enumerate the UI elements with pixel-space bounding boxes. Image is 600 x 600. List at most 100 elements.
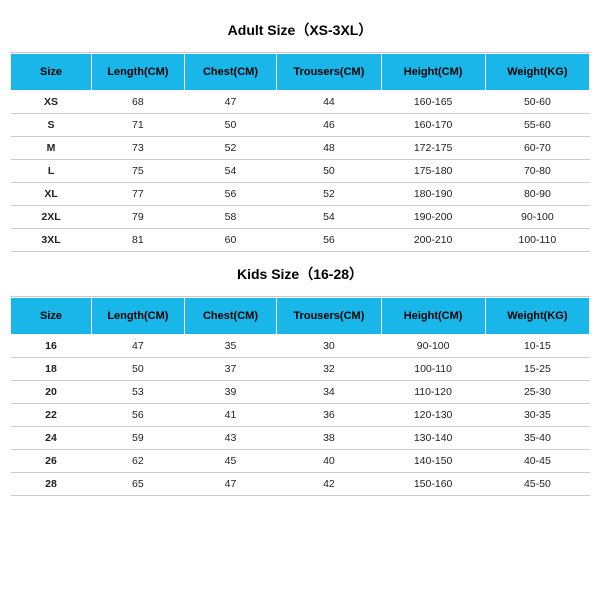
- column-header: Chest(CM): [184, 298, 277, 335]
- value-cell: 52: [184, 137, 277, 160]
- value-cell: 81: [92, 229, 185, 252]
- value-cell: 160-170: [381, 114, 485, 137]
- size-cell: 22: [11, 404, 92, 427]
- value-cell: 150-160: [381, 473, 485, 496]
- value-cell: 38: [277, 427, 381, 450]
- value-cell: 180-190: [381, 183, 485, 206]
- column-header: Length(CM): [92, 54, 185, 91]
- value-cell: 100-110: [485, 229, 589, 252]
- value-cell: 54: [184, 160, 277, 183]
- table-row: 20533934110-12025-30: [11, 381, 590, 404]
- value-cell: 34: [277, 381, 381, 404]
- size-cell: 20: [11, 381, 92, 404]
- table-row: 18503732100-11015-25: [11, 358, 590, 381]
- table-row: 3XL816056200-210100-110: [11, 229, 590, 252]
- column-header: Trousers(CM): [277, 298, 381, 335]
- value-cell: 77: [92, 183, 185, 206]
- value-cell: 71: [92, 114, 185, 137]
- kids-body: 1647353090-10010-1518503732100-11015-252…: [11, 335, 590, 496]
- value-cell: 73: [92, 137, 185, 160]
- adult-header-row: SizeLength(CM)Chest(CM)Trousers(CM)Heigh…: [11, 54, 590, 91]
- column-header: Height(CM): [381, 298, 485, 335]
- value-cell: 50: [277, 160, 381, 183]
- value-cell: 40: [277, 450, 381, 473]
- value-cell: 70-80: [485, 160, 589, 183]
- value-cell: 45-50: [485, 473, 589, 496]
- value-cell: 120-130: [381, 404, 485, 427]
- value-cell: 160-165: [381, 91, 485, 114]
- size-cell: S: [11, 114, 92, 137]
- column-header: Trousers(CM): [277, 54, 381, 91]
- value-cell: 50: [92, 358, 185, 381]
- value-cell: 53: [92, 381, 185, 404]
- value-cell: 47: [184, 91, 277, 114]
- value-cell: 35: [184, 335, 277, 358]
- value-cell: 50-60: [485, 91, 589, 114]
- value-cell: 44: [277, 91, 381, 114]
- size-cell: L: [11, 160, 92, 183]
- table-row: 26624540140-15040-45: [11, 450, 590, 473]
- column-header: Size: [11, 298, 92, 335]
- value-cell: 172-175: [381, 137, 485, 160]
- value-cell: 140-150: [381, 450, 485, 473]
- column-header: Height(CM): [381, 54, 485, 91]
- table-row: L755450175-18070-80: [11, 160, 590, 183]
- column-header: Size: [11, 54, 92, 91]
- value-cell: 45: [184, 450, 277, 473]
- size-cell: 3XL: [11, 229, 92, 252]
- size-cell: 26: [11, 450, 92, 473]
- value-cell: 35-40: [485, 427, 589, 450]
- value-cell: 58: [184, 206, 277, 229]
- column-header: Chest(CM): [184, 54, 277, 91]
- value-cell: 80-90: [485, 183, 589, 206]
- adult-size-table: SizeLength(CM)Chest(CM)Trousers(CM)Heigh…: [10, 53, 590, 252]
- value-cell: 55-60: [485, 114, 589, 137]
- value-cell: 39: [184, 381, 277, 404]
- size-cell: 2XL: [11, 206, 92, 229]
- column-header: Weight(KG): [485, 54, 589, 91]
- value-cell: 30-35: [485, 404, 589, 427]
- size-chart-container: Adult Size（XS-3XL） SizeLength(CM)Chest(C…: [0, 0, 600, 504]
- value-cell: 56: [184, 183, 277, 206]
- value-cell: 175-180: [381, 160, 485, 183]
- value-cell: 200-210: [381, 229, 485, 252]
- value-cell: 79: [92, 206, 185, 229]
- value-cell: 59: [92, 427, 185, 450]
- value-cell: 15-25: [485, 358, 589, 381]
- size-cell: M: [11, 137, 92, 160]
- adult-section-title: Adult Size（XS-3XL）: [10, 8, 590, 53]
- value-cell: 37: [184, 358, 277, 381]
- value-cell: 60-70: [485, 137, 589, 160]
- value-cell: 90-100: [485, 206, 589, 229]
- value-cell: 46: [277, 114, 381, 137]
- value-cell: 32: [277, 358, 381, 381]
- value-cell: 54: [277, 206, 381, 229]
- value-cell: 48: [277, 137, 381, 160]
- value-cell: 90-100: [381, 335, 485, 358]
- value-cell: 10-15: [485, 335, 589, 358]
- value-cell: 36: [277, 404, 381, 427]
- kids-header-row: SizeLength(CM)Chest(CM)Trousers(CM)Heigh…: [11, 298, 590, 335]
- value-cell: 110-120: [381, 381, 485, 404]
- size-cell: XL: [11, 183, 92, 206]
- table-row: XS684744160-16550-60: [11, 91, 590, 114]
- value-cell: 60: [184, 229, 277, 252]
- value-cell: 47: [184, 473, 277, 496]
- size-cell: 18: [11, 358, 92, 381]
- value-cell: 50: [184, 114, 277, 137]
- value-cell: 25-30: [485, 381, 589, 404]
- value-cell: 52: [277, 183, 381, 206]
- value-cell: 47: [92, 335, 185, 358]
- column-header: Weight(KG): [485, 298, 589, 335]
- value-cell: 42: [277, 473, 381, 496]
- size-cell: 28: [11, 473, 92, 496]
- value-cell: 68: [92, 91, 185, 114]
- table-row: M735248172-17560-70: [11, 137, 590, 160]
- table-row: S715046160-17055-60: [11, 114, 590, 137]
- kids-section-title: Kids Size（16-28）: [10, 252, 590, 297]
- column-header: Length(CM): [92, 298, 185, 335]
- kids-size-table: SizeLength(CM)Chest(CM)Trousers(CM)Heigh…: [10, 297, 590, 496]
- size-cell: 16: [11, 335, 92, 358]
- value-cell: 56: [277, 229, 381, 252]
- value-cell: 65: [92, 473, 185, 496]
